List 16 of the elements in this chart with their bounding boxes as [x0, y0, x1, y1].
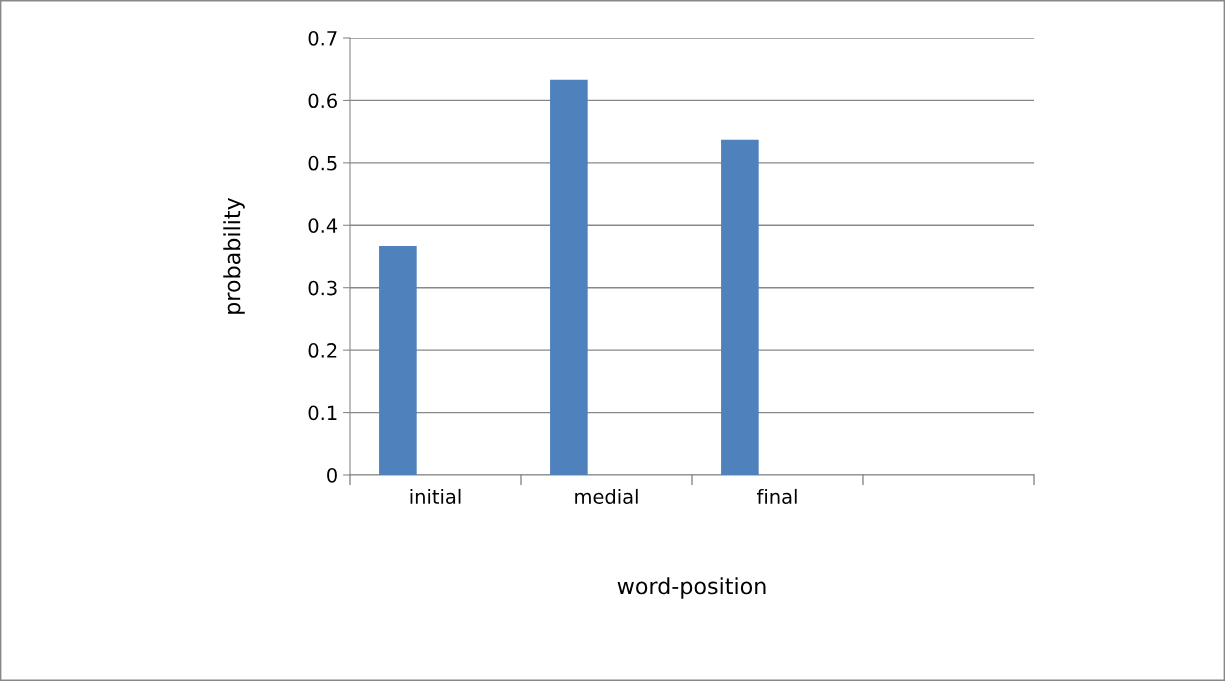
- x-axis-title: word-position: [617, 577, 766, 599]
- y-tick-label: 0.4: [308, 218, 338, 233]
- y-tick-label: 0.3: [308, 280, 337, 296]
- y-tick-label: 0: [327, 467, 337, 483]
- x-tick-label: medial: [575, 488, 638, 504]
- y-tick-label: 0.2: [308, 343, 337, 358]
- y-tick-label: 0.1: [308, 405, 337, 421]
- x-tick-label: final: [757, 488, 797, 504]
- bar: [721, 139, 759, 475]
- x-tick-label: initial: [410, 488, 461, 504]
- y-tick-label: 0.5: [308, 155, 337, 171]
- y-tick-label: 0.7: [308, 30, 337, 46]
- y-axis-title: probability: [223, 197, 245, 314]
- bar: [550, 79, 588, 475]
- bar: [379, 245, 417, 475]
- y-tick-label: 0.6: [308, 93, 337, 109]
